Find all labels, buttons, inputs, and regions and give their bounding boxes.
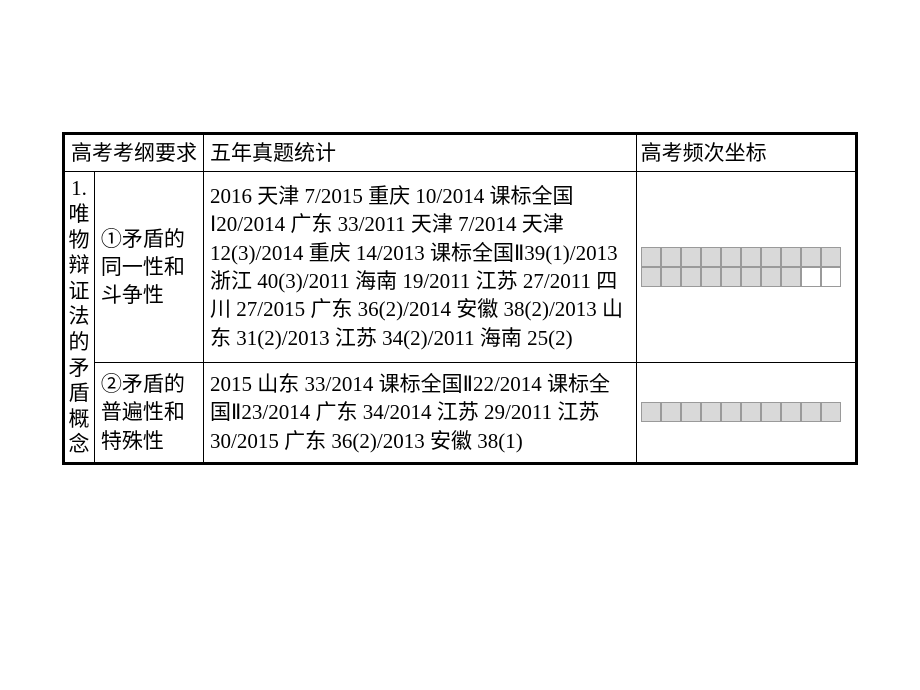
content-cell: 2016 天津 7/2015 重庆 10/2014 课标全国Ⅰ20/2014 广…: [204, 172, 637, 363]
frequency-box: [761, 402, 781, 422]
frequency-box: [741, 247, 761, 267]
frequency-box: [661, 402, 681, 422]
frequency-box: [701, 267, 721, 287]
exam-table: 高考考纲要求 五年真题统计 高考频次坐标 1.唯物辩证法的矛盾概念 ①矛盾的同一…: [62, 132, 858, 465]
section-index-cell: 1.唯物辩证法的矛盾概念: [64, 172, 95, 464]
frequency-box: [641, 267, 661, 287]
frequency-box: [701, 402, 721, 422]
frequency-box: [781, 402, 801, 422]
frequency-grid: [641, 247, 841, 287]
frequency-box: [721, 267, 741, 287]
header-col-stats: 五年真题统计: [204, 134, 637, 172]
subtopic-cell: ①矛盾的同一性和斗争性: [94, 172, 203, 363]
frequency-box: [781, 267, 801, 287]
frequency-box: [801, 267, 821, 287]
header-col-requirements: 高考考纲要求: [64, 134, 204, 172]
content-cell: 2015 山东 33/2014 课标全国Ⅱ22/2014 课标全国Ⅱ23/201…: [204, 362, 637, 463]
frequency-box: [661, 267, 681, 287]
table-row: 1.唯物辩证法的矛盾概念 ①矛盾的同一性和斗争性 2016 天津 7/2015 …: [64, 172, 857, 363]
frequency-box: [641, 247, 661, 267]
frequency-box: [821, 267, 841, 287]
section-title-vertical: 1.唯物辩证法的矛盾概念: [67, 176, 91, 458]
frequency-box: [661, 247, 681, 267]
frequency-cell: [636, 172, 856, 363]
frequency-cell: [636, 362, 856, 463]
frequency-box: [761, 267, 781, 287]
header-row: 高考考纲要求 五年真题统计 高考频次坐标: [64, 134, 857, 172]
subtopic-cell: ②矛盾的普遍性和特殊性: [94, 362, 203, 463]
frequency-box: [801, 247, 821, 267]
table-row: ②矛盾的普遍性和特殊性 2015 山东 33/2014 课标全国Ⅱ22/2014…: [64, 362, 857, 463]
frequency-box: [781, 247, 801, 267]
frequency-box: [801, 402, 821, 422]
frequency-box: [681, 267, 701, 287]
content-table: 高考考纲要求 五年真题统计 高考频次坐标 1.唯物辩证法的矛盾概念 ①矛盾的同一…: [62, 132, 858, 465]
frequency-box: [741, 267, 761, 287]
frequency-box: [681, 402, 701, 422]
frequency-box: [741, 402, 761, 422]
frequency-grid: [641, 402, 841, 422]
frequency-box: [641, 402, 661, 422]
frequency-box: [701, 247, 721, 267]
frequency-box: [721, 247, 741, 267]
frequency-box: [821, 247, 841, 267]
frequency-box: [681, 247, 701, 267]
frequency-box: [821, 402, 841, 422]
frequency-box: [761, 247, 781, 267]
header-col-frequency: 高考频次坐标: [636, 134, 856, 172]
frequency-box: [721, 402, 741, 422]
